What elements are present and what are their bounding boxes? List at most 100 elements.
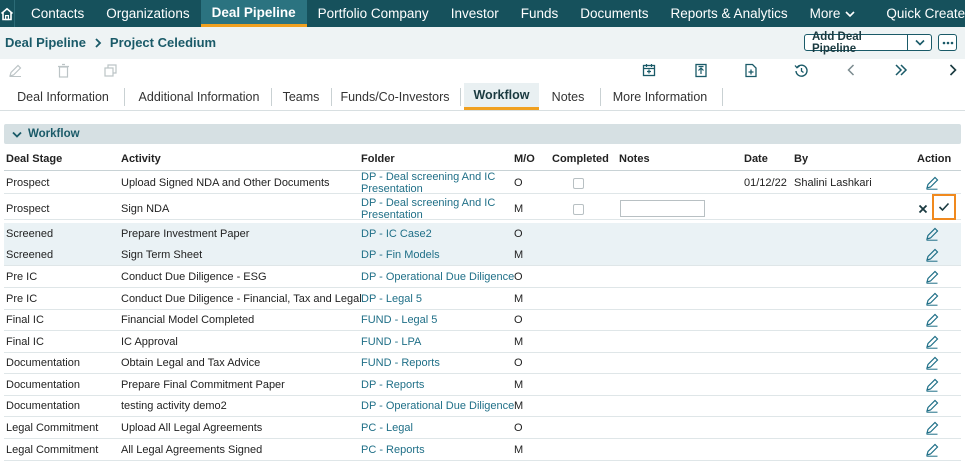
column-header-activity[interactable]: Activity <box>121 153 161 165</box>
nav-investor[interactable]: Investor <box>450 6 499 21</box>
edit-row-icon[interactable] <box>924 291 940 307</box>
fast-forward-icon[interactable] <box>893 62 909 78</box>
activity-cell: Financial Model Completed <box>121 314 255 326</box>
table-row[interactable]: Final IC Financial Model Completed FUND - … <box>4 309 961 331</box>
folder-link[interactable]: DP - IC Case2 <box>361 228 432 240</box>
completed-checkbox[interactable] <box>573 178 584 189</box>
notes-input[interactable] <box>620 200 705 217</box>
column-header-action[interactable]: Action <box>917 153 952 165</box>
table-row[interactable]: Pre IC Conduct Due Diligence - ESG DP - Op… <box>4 266 961 288</box>
breadcrumb-root[interactable]: Deal Pipeline <box>5 35 86 50</box>
table-row[interactable]: Documentation Prepare Final Commitment Pa… <box>4 374 961 396</box>
completed-checkbox[interactable] <box>573 204 584 215</box>
delete-icon[interactable] <box>55 62 71 78</box>
tab-bar: Deal Information Additional Information … <box>0 83 965 111</box>
add-deal-pipeline-dropdown[interactable] <box>907 35 931 50</box>
table-row[interactable]: Pre IC Conduct Due Diligence - Financial,… <box>4 288 961 310</box>
table-row[interactable]: Prospect Upload Signed NDA and Other Docu… <box>4 171 961 195</box>
add-deal-pipeline-button[interactable]: Add Deal Pipeline <box>804 31 932 55</box>
nav-contacts[interactable]: Contacts <box>31 6 85 21</box>
activity-cell: Conduct Due Diligence - ESG <box>121 271 267 283</box>
tab-additional-information[interactable]: Additional Information <box>138 89 260 104</box>
tab-divider <box>600 88 601 106</box>
folder-link[interactable]: DP - Operational Due Diligence <box>361 271 515 283</box>
nav-deal-pipeline[interactable]: Deal Pipeline <box>200 0 307 27</box>
edit-row-icon[interactable] <box>924 269 940 285</box>
edit-row-icon[interactable] <box>924 420 940 436</box>
nav-quick-create[interactable]: Quick Create <box>866 0 965 27</box>
tab-funds-co-investors[interactable]: Funds/Co-Investors <box>340 89 450 104</box>
folder-link[interactable]: DP - Legal 5 <box>361 293 422 305</box>
edit-row-icon[interactable] <box>924 226 940 242</box>
mo-cell: M <box>514 379 524 391</box>
next-icon[interactable] <box>945 62 961 78</box>
history-icon[interactable] <box>793 62 809 78</box>
copy-icon[interactable] <box>102 62 118 78</box>
tab-workflow[interactable]: Workflow <box>464 83 539 110</box>
tab-notes[interactable]: Notes <box>551 89 585 104</box>
nav-organizations[interactable]: Organizations <box>106 6 190 21</box>
table-header: Deal Stage Activity Folder M/O Completed… <box>4 150 961 171</box>
folder-link[interactable]: DP - Reports <box>361 379 425 391</box>
nav-funds[interactable]: Funds <box>520 6 559 21</box>
folder-link[interactable]: DP - Deal screening And IC Presentation <box>361 171 495 195</box>
previous-icon[interactable] <box>843 62 859 78</box>
tab-teams[interactable]: Teams <box>282 89 320 104</box>
folder-link[interactable]: PC - Reports <box>361 444 425 456</box>
table-row[interactable]: Screened Sign Term Sheet DP - Fin Models M <box>4 244 961 266</box>
edit-row-icon[interactable] <box>924 355 940 371</box>
column-header-date[interactable]: Date <box>744 153 768 165</box>
folder-link[interactable]: DP - Operational Due Diligence <box>361 400 515 412</box>
folder-link[interactable]: PC - Legal <box>361 422 413 434</box>
table-row[interactable]: Screened Prepare Investment Paper DP - IC … <box>4 223 961 245</box>
mo-cell: M <box>514 249 524 261</box>
nav-more[interactable]: More <box>799 0 867 27</box>
edit-row-icon[interactable] <box>924 312 940 328</box>
table-row[interactable]: Legal Commitment All Legal Agreements Sig… <box>4 439 961 461</box>
tab-deal-information[interactable]: Deal Information <box>17 89 109 104</box>
edit-row-icon[interactable] <box>924 175 940 191</box>
chevron-right-icon <box>95 37 102 48</box>
edit-row-icon[interactable] <box>924 377 940 393</box>
nav-reports-analytics[interactable]: Reports & Analytics <box>670 6 788 21</box>
add-document-icon[interactable] <box>743 62 759 78</box>
cancel-button[interactable] <box>917 201 929 217</box>
section-title: Workflow <box>28 128 80 140</box>
column-header-folder[interactable]: Folder <box>361 153 395 165</box>
folder-link[interactable]: DP - Deal screening And IC Presentation <box>361 197 495 221</box>
upload-document-icon[interactable] <box>693 62 709 78</box>
column-header-completed[interactable]: Completed <box>552 153 609 165</box>
edit-row-icon[interactable] <box>924 247 940 263</box>
edit-icon[interactable] <box>7 62 23 78</box>
column-header-notes[interactable]: Notes <box>619 153 650 165</box>
table-row[interactable]: Legal Commitment Upload All Legal Agreeme… <box>4 417 961 439</box>
folder-link[interactable]: FUND - LPA <box>361 336 422 348</box>
edit-row-icon[interactable] <box>924 334 940 350</box>
column-header-mo[interactable]: M/O <box>514 153 535 165</box>
tab-more-information[interactable]: More Information <box>612 89 708 104</box>
folder-link[interactable]: FUND - Reports <box>361 357 440 369</box>
folder-link[interactable]: FUND - Legal 5 <box>361 314 438 326</box>
nav-portfolio-company[interactable]: Portfolio Company <box>317 6 429 21</box>
more-options-button[interactable] <box>938 34 957 51</box>
edit-row-icon[interactable] <box>924 442 940 458</box>
nav-quick-create-label: Quick Create <box>886 6 965 21</box>
top-navigation: Contacts Organizations Deal Pipeline Por… <box>0 0 965 27</box>
breadcrumb: Deal Pipeline Project Celedium <box>5 35 216 50</box>
breadcrumb-current: Project Celedium <box>109 35 217 50</box>
calendar-icon[interactable] <box>641 62 657 78</box>
table-row[interactable]: Documentation Obtain Legal and Tax Advice… <box>4 352 961 374</box>
column-header-deal-stage[interactable]: Deal Stage <box>6 153 63 165</box>
nav-documents[interactable]: Documents <box>580 6 649 21</box>
table-row[interactable]: Prospect Sign NDA DP - Deal screening And … <box>4 194 961 221</box>
save-button[interactable] <box>932 194 956 220</box>
page-header: Deal Pipeline Project Celedium Add Deal … <box>0 27 965 59</box>
edit-row-icon[interactable] <box>924 398 940 414</box>
column-header-by[interactable]: By <box>794 153 809 165</box>
check-icon <box>938 202 950 212</box>
home-button[interactable] <box>0 0 15 27</box>
folder-link[interactable]: DP - Fin Models <box>361 249 440 261</box>
workflow-section-header[interactable]: Workflow <box>4 124 961 144</box>
table-row[interactable]: Documentation testing activity demo2 DP - … <box>4 395 961 417</box>
table-row[interactable]: Final IC IC Approval FUND - LPA M <box>4 331 961 353</box>
